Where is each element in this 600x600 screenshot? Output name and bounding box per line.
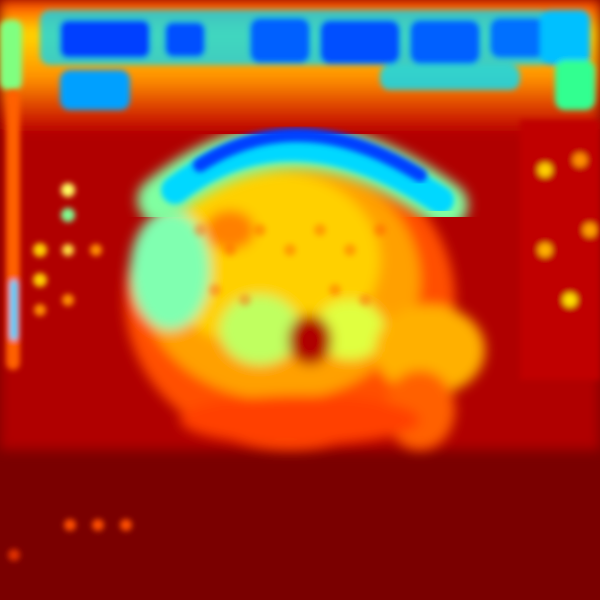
top-cool-blobs — [0, 10, 595, 110]
central-subject-activation — [125, 150, 485, 450]
checker-texture — [194, 224, 386, 306]
right-dotted-streaks — [520, 120, 600, 380]
cool-arc — [137, 123, 468, 228]
left-dotted-streaks — [6, 90, 132, 561]
